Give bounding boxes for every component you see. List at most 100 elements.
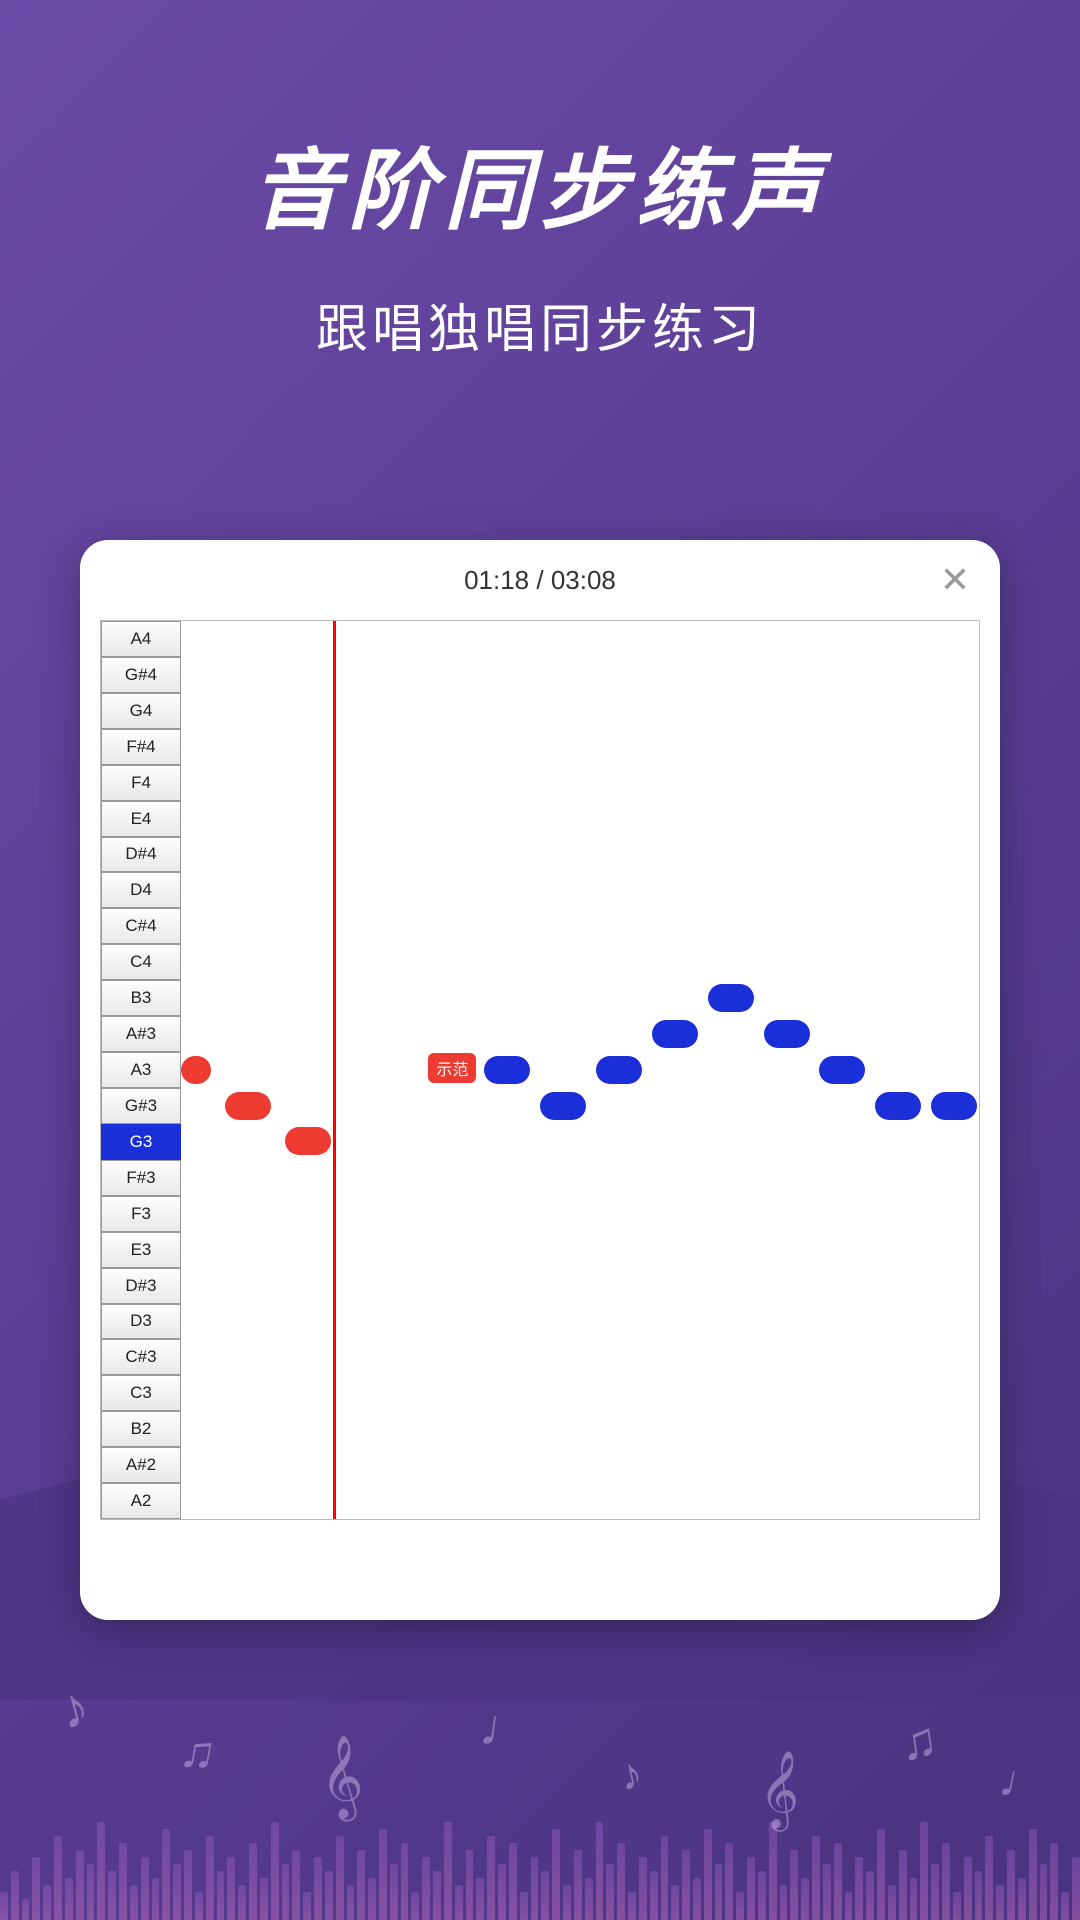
eq-bar <box>910 1878 918 1920</box>
eq-bar <box>682 1850 690 1920</box>
eq-bar <box>325 1871 333 1920</box>
eq-bar <box>271 1822 279 1920</box>
note-label-b2[interactable]: B2 <box>101 1411 181 1447</box>
eq-bar <box>866 1871 874 1920</box>
eq-bar <box>747 1857 755 1920</box>
target-note <box>540 1092 586 1120</box>
music-note-icon: ♫ <box>896 1710 941 1773</box>
eq-bar <box>541 1871 549 1920</box>
eq-bar <box>433 1871 441 1920</box>
eq-bar <box>888 1885 896 1920</box>
eq-bar <box>184 1850 192 1920</box>
eq-bar <box>801 1878 809 1920</box>
eq-bar <box>758 1871 766 1920</box>
note-label-dsharp3[interactable]: D#3 <box>101 1268 181 1304</box>
note-label-g3[interactable]: G3 <box>101 1124 181 1160</box>
note-label-dsharp4[interactable]: D#4 <box>101 837 181 873</box>
note-label-c3[interactable]: C3 <box>101 1375 181 1411</box>
note-label-d4[interactable]: D4 <box>101 872 181 908</box>
eq-bar <box>520 1892 528 1920</box>
target-note <box>596 1056 642 1084</box>
eq-bar <box>1072 1857 1080 1920</box>
player-header: 01:18 / 03:08 ✕ <box>80 540 1000 620</box>
eq-bar <box>292 1850 300 1920</box>
note-label-gsharp3[interactable]: G#3 <box>101 1088 181 1124</box>
note-label-csharp4[interactable]: C#4 <box>101 908 181 944</box>
note-label-gsharp4[interactable]: G#4 <box>101 657 181 693</box>
eq-bar <box>812 1836 820 1920</box>
current-time: 01:18 <box>464 565 529 595</box>
eq-bar <box>823 1864 831 1920</box>
eq-bar <box>87 1864 95 1920</box>
sung-note <box>181 1056 211 1084</box>
eq-bar <box>552 1829 560 1920</box>
eq-bar <box>661 1836 669 1920</box>
eq-bar <box>152 1878 160 1920</box>
eq-bar <box>563 1885 571 1920</box>
eq-bar <box>444 1822 452 1920</box>
sung-note <box>225 1092 271 1120</box>
note-label-f3[interactable]: F3 <box>101 1196 181 1232</box>
close-icon[interactable]: ✕ <box>940 562 970 598</box>
note-label-asharp2[interactable]: A#2 <box>101 1447 181 1483</box>
music-note-icon: ♫ <box>175 1722 220 1782</box>
eq-bar <box>790 1850 798 1920</box>
target-note <box>931 1092 977 1120</box>
eq-bar <box>22 1899 30 1920</box>
eq-bar <box>487 1836 495 1920</box>
time-separator: / <box>529 565 551 595</box>
eq-bar <box>834 1843 842 1920</box>
target-note <box>875 1092 921 1120</box>
eq-bar <box>260 1878 268 1920</box>
track-area[interactable]: 示范 <box>181 621 979 1519</box>
note-label-f4[interactable]: F4 <box>101 765 181 801</box>
note-label-e3[interactable]: E3 <box>101 1232 181 1268</box>
promo-title: 音阶同步练声 <box>0 120 1080 247</box>
eq-bar <box>531 1857 539 1920</box>
eq-bar <box>628 1892 636 1920</box>
eq-bar <box>455 1885 463 1920</box>
note-label-e4[interactable]: E4 <box>101 801 181 837</box>
note-label-g4[interactable]: G4 <box>101 693 181 729</box>
note-label-b3[interactable]: B3 <box>101 980 181 1016</box>
note-label-a4[interactable]: A4 <box>101 621 181 657</box>
music-note-icon: ♪ <box>52 1672 96 1742</box>
eq-bar <box>498 1864 506 1920</box>
note-label-fsharp3[interactable]: F#3 <box>101 1160 181 1196</box>
promo-header: 音阶同步练声 跟唱独唱同步练习 <box>0 0 1080 362</box>
note-label-fsharp4[interactable]: F#4 <box>101 729 181 765</box>
eq-bar <box>227 1857 235 1920</box>
note-label-c4[interactable]: C4 <box>101 944 181 980</box>
eq-bar <box>108 1871 116 1920</box>
note-label-asharp3[interactable]: A#3 <box>101 1016 181 1052</box>
target-note <box>484 1056 530 1084</box>
eq-bar <box>1018 1878 1026 1920</box>
eq-bar <box>43 1885 51 1920</box>
note-label-d3[interactable]: D3 <box>101 1304 181 1340</box>
eq-bar <box>466 1850 474 1920</box>
target-note <box>652 1020 698 1048</box>
demo-badge: 示范 <box>428 1053 476 1083</box>
sung-note <box>285 1127 331 1155</box>
time-display: 01:18 / 03:08 <box>464 565 616 596</box>
eq-bar <box>639 1857 647 1920</box>
eq-bar <box>0 1892 8 1920</box>
eq-bar <box>725 1843 733 1920</box>
eq-bar <box>303 1892 311 1920</box>
eq-bar <box>1050 1843 1058 1920</box>
eq-bar <box>996 1885 1004 1920</box>
note-label-csharp3[interactable]: C#3 <box>101 1339 181 1375</box>
note-label-a2[interactable]: A2 <box>101 1483 181 1519</box>
eq-bar <box>141 1857 149 1920</box>
target-note <box>764 1020 810 1048</box>
eq-bar <box>357 1850 365 1920</box>
eq-bar <box>606 1864 614 1920</box>
eq-bar <box>422 1857 430 1920</box>
eq-bar <box>693 1878 701 1920</box>
eq-bar <box>1029 1829 1037 1920</box>
eq-bar <box>130 1885 138 1920</box>
eq-bar <box>671 1885 679 1920</box>
eq-bar <box>32 1857 40 1920</box>
eq-bar <box>953 1892 961 1920</box>
note-label-a3[interactable]: A3 <box>101 1052 181 1088</box>
